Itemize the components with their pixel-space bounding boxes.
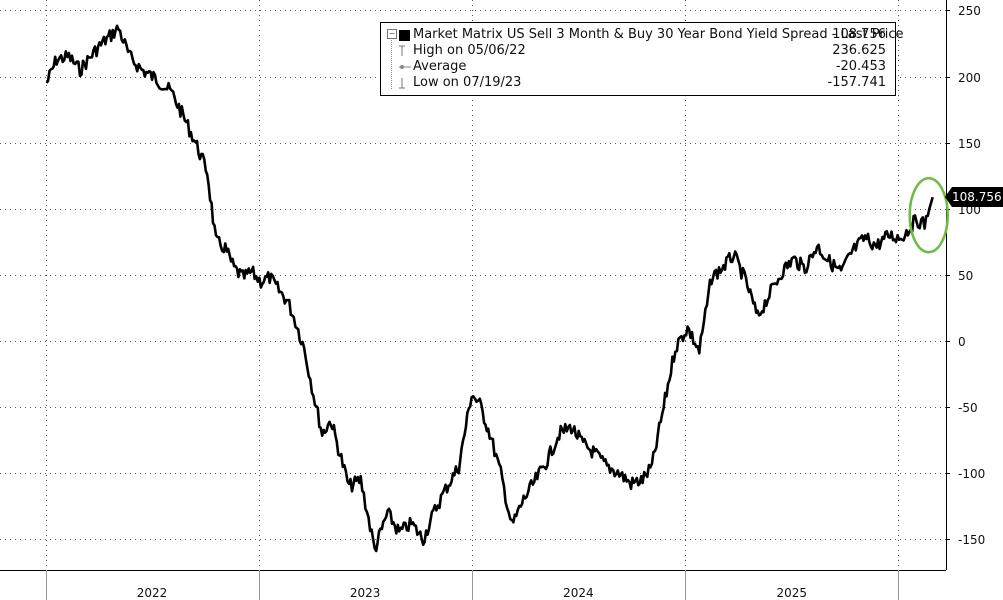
legend-average-value: -20.453 [835,59,886,74]
legend-series-label: Market Matrix US Sell 3 Month & Buy 30 Y… [413,27,904,42]
collapse-toggle-icon[interactable]: − [387,29,397,39]
high-marker-icon [399,45,405,56]
legend-high-value: 236.625 [832,43,886,58]
legend-low-value: -157.741 [827,75,886,90]
y-tick-label: -50 [958,401,978,415]
x-tick-label: 2022 [137,586,168,600]
y-tick-label: 50 [958,269,973,283]
series [45,24,934,553]
x-tick-label: 2025 [777,586,808,600]
y-tick-label: 150 [958,137,981,151]
legend-high-label: High on 05/06/22 [413,43,526,58]
legend-row-high: High on 05/06/22 236.625 [381,43,895,59]
legend-row-average: Average -20.453 [381,59,895,75]
last-price-tag: 108.756 [945,187,1003,207]
legend-series-value: 108.756 [832,27,886,42]
x-tick-label: 2023 [350,586,381,600]
legend-row-series: Market Matrix US Sell 3 Month & Buy 30 Y… [381,27,904,43]
x-tick-label: 2024 [563,586,594,600]
legend-row-low: Low on 07/19/23 -157.741 [381,75,895,91]
series-swatch-icon [399,30,410,41]
y-tick-label: 0 [958,335,966,349]
average-marker-icon [399,65,411,69]
legend-average-label: Average [413,59,467,74]
y-tick-label: 250 [958,4,981,18]
legend-tree-line [391,35,392,89]
legend-low-label: Low on 07/19/23 [413,75,522,90]
series-line [45,24,934,553]
x-axis: 2022 2023 2024 2025 [0,570,946,600]
y-tick-label: -100 [958,467,985,481]
low-marker-icon [399,78,405,89]
y-tick-label: 200 [958,71,981,85]
highlight-ellipse [908,176,949,254]
y-tick-label: -150 [958,533,985,547]
legend: − Market Matrix US Sell 3 Month & Buy 30… [380,22,904,96]
